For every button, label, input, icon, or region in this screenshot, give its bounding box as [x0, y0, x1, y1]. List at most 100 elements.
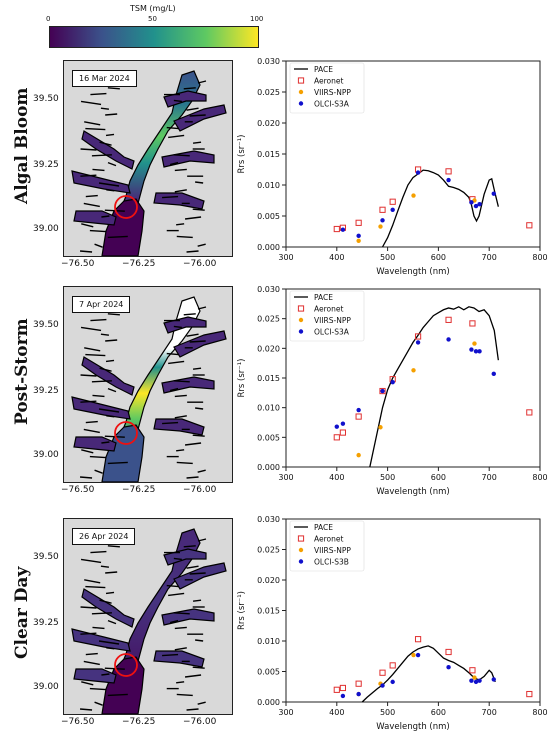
x-axis-label: Wavelength (nm) — [376, 722, 449, 732]
xtick-label: 700 — [482, 708, 497, 717]
satellite-point — [380, 683, 385, 688]
ytick-label: 0.025 — [257, 315, 280, 324]
legend-entry: PACE — [314, 523, 333, 532]
xtick-label: 700 — [482, 473, 497, 482]
satellite-point — [415, 652, 421, 658]
map-xtick-label: −76.25 — [122, 485, 156, 495]
aeronet-point — [333, 686, 340, 693]
x-axis-label: Wavelength (nm) — [376, 267, 449, 277]
legend-entry: PACE — [314, 293, 333, 302]
series-pace — [361, 645, 496, 703]
map-ytick-label: 39.25 — [33, 160, 59, 170]
xtick-label: 700 — [482, 253, 497, 262]
date-label: 16 Mar 2024 — [72, 70, 137, 87]
legend-entry: VIIRS-NPP — [314, 546, 351, 555]
series-aeronet — [333, 316, 533, 441]
aeronet-point — [414, 333, 422, 340]
pace-line — [381, 169, 499, 248]
ytick-label: 0.015 — [257, 150, 280, 159]
colorbar-tick-mid: 50 — [148, 15, 157, 23]
xtick-label: 400 — [329, 253, 344, 262]
sample-site-circle — [114, 653, 138, 677]
bay-shape — [71, 528, 227, 714]
ytick-label: 0.000 — [257, 463, 280, 472]
aeronet-point — [526, 409, 533, 416]
map-ytick-label: 39.50 — [33, 552, 59, 562]
satellite-point — [390, 379, 395, 385]
satellite-point — [415, 340, 421, 345]
satellite-point — [378, 425, 383, 430]
map-xtick-label: −76.00 — [183, 717, 217, 727]
tsm-map-post-storm: 7 Apr 2024 — [63, 286, 233, 483]
xtick-label: 800 — [532, 708, 547, 717]
aeronet-point — [526, 690, 533, 698]
legend-box — [289, 62, 365, 114]
colorbar-tick-min: 0 — [46, 15, 51, 23]
legend-entry: Aeronet — [314, 77, 343, 86]
satellite-point — [472, 675, 477, 680]
series-pace — [369, 306, 499, 468]
series-viirs-npp — [356, 341, 477, 458]
ytick-label: 0.025 — [257, 88, 280, 97]
aeronet-point — [445, 168, 452, 175]
date-label: 26 Apr 2024 — [72, 528, 136, 545]
satellite-point — [390, 207, 395, 212]
xtick-label: 600 — [431, 708, 446, 717]
sample-site-circle — [114, 195, 138, 219]
map-ytick-label: 39.25 — [33, 386, 59, 396]
satellite-point — [356, 233, 361, 239]
rrs-chart-clear-day: 300 400 500 600 700 800 0.000 0.005 0.010 0.015 0.… — [237, 515, 548, 732]
ytick-label: 0.030 — [257, 515, 280, 524]
satellite-point — [477, 202, 482, 207]
ytick-label: 0.020 — [257, 344, 280, 353]
aeronet-point — [389, 198, 396, 205]
ytick-label: 0.030 — [257, 57, 280, 66]
xtick-label: 400 — [329, 473, 344, 482]
aeronet-point — [379, 387, 386, 395]
rrs-chart-post-storm: 300 400 500 600 700 800 0.000 0.005 0.010 0.015 0.… — [237, 285, 548, 497]
ytick-label: 0.010 — [257, 181, 280, 190]
satellite-point — [340, 227, 346, 232]
aeronet-point — [526, 222, 533, 229]
ytick-label: 0.005 — [257, 668, 280, 677]
satellite-point — [411, 652, 416, 658]
xtick-label: 300 — [278, 253, 293, 262]
series-olci-s3a — [340, 170, 496, 239]
satellite-point — [356, 691, 361, 697]
xtick-label: 600 — [431, 253, 446, 262]
map-ytick-label: 39.50 — [33, 320, 59, 330]
series-olci-s3a — [334, 337, 496, 429]
satellite-point — [340, 421, 346, 426]
ytick-label: 0.020 — [257, 576, 280, 585]
map-xtick-label: −76.00 — [183, 485, 217, 495]
legend-entry: PACE — [314, 65, 333, 74]
satellite-point — [340, 693, 346, 699]
xtick-label: 800 — [532, 253, 547, 262]
ytick-label: 0.000 — [257, 243, 280, 252]
aeronet-point — [389, 662, 396, 669]
tsm-map-clear-day: 26 Apr 2024 — [63, 518, 233, 715]
satellite-point — [334, 424, 339, 429]
satellite-point — [446, 665, 451, 670]
xtick-label: 800 — [532, 473, 547, 482]
legend-entry: VIIRS-NPP — [314, 316, 351, 325]
map-ytick-label: 39.50 — [33, 94, 59, 104]
legend-entry: Aeronet — [314, 305, 343, 314]
aeronet-point — [469, 320, 476, 327]
satellite-point — [356, 238, 361, 243]
satellite-point — [390, 679, 395, 685]
satellite-point — [473, 203, 479, 209]
aeronet-point — [339, 684, 346, 692]
series-viirs-npp — [356, 193, 477, 243]
xtick-label: 400 — [329, 708, 344, 717]
colorbar-title: TSM (mg/L) — [130, 4, 176, 13]
satellite-point — [446, 337, 451, 342]
legend-entry: OLCI-S3B — [314, 558, 349, 567]
map-xtick-label: −76.25 — [122, 717, 156, 727]
pace-line — [369, 306, 499, 468]
satellite-point — [415, 170, 421, 175]
aeronet-point — [355, 680, 362, 687]
row-label-algal-bloom: Algal Bloom — [12, 87, 32, 204]
colorbar-ticks: 0 50 100 — [46, 15, 263, 26]
xtick-label: 300 — [278, 708, 293, 717]
